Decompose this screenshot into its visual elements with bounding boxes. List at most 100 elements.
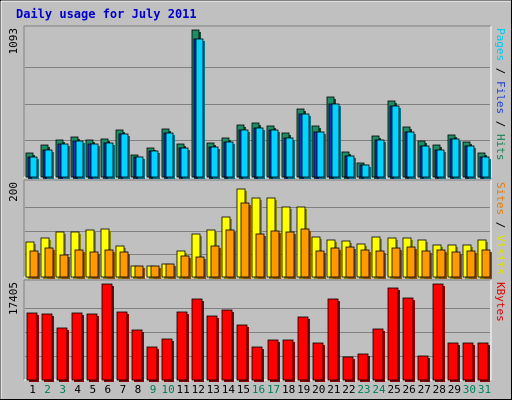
bar-kbytes-day-11 [176,311,189,382]
bar-sites-day-13 [210,245,221,279]
bar-pages-day-11 [180,147,190,179]
bar-pages-day-17 [270,129,280,179]
bar-pages-day-16 [255,127,265,179]
day-label: 3 [59,383,66,396]
bar-pages-day-13 [210,146,220,179]
day-label: 4 [74,383,81,396]
bar-kbytes-day-14 [221,309,234,382]
axis-max-label: 200 [7,182,20,202]
bar-sites-day-11 [180,255,191,279]
bar-kbytes-day-17 [267,339,280,382]
bar-kbytes-day-18 [282,339,295,382]
bar-pages-day-21 [331,103,341,179]
bar-kbytes-day-4 [71,312,84,382]
bar-kbytes-day-8 [131,329,144,382]
day-label: 23 [357,383,370,396]
legend-entry: Sites [494,182,507,215]
bar-kbytes-day-3 [56,327,69,382]
bar-pages-day-6 [105,142,115,179]
bar-pages-day-31 [481,156,491,179]
legend-entry: Pages [494,28,507,61]
bar-pages-day-22 [346,155,356,179]
bar-sites-day-6 [104,249,115,279]
bar-kbytes-day-9 [146,346,159,382]
day-label: 18 [282,383,295,396]
bar-pages-day-14 [225,141,235,179]
day-label: 29 [448,383,461,396]
bar-sites-day-29 [451,251,462,279]
bar-kbytes-day-15 [236,324,249,382]
bar-sites-day-14 [225,229,236,279]
day-label: 20 [312,383,325,396]
bar-sites-day-8 [134,265,145,279]
bar-sites-day-15 [240,202,251,279]
bar-kbytes-day-26 [402,297,415,382]
bar-pages-day-10 [165,132,175,179]
bar-kbytes-day-2 [41,313,54,382]
bar-kbytes-day-16 [251,346,264,382]
bar-pages-day-29 [451,138,461,179]
bar-kbytes-day-21 [327,298,340,382]
day-label: 9 [150,383,157,396]
bar-sites-day-22 [345,246,356,279]
bar-kbytes-day-13 [206,315,219,382]
bar-sites-day-16 [255,233,266,279]
bar-sites-day-3 [59,254,70,279]
day-label: 28 [433,383,446,396]
legend-entry: Hits [494,134,507,161]
day-label: 15 [237,383,250,396]
day-label: 27 [418,383,431,396]
bar-pages-day-26 [406,131,416,179]
day-label: 21 [327,383,340,396]
bar-sites-day-23 [360,249,371,279]
bar-sites-day-21 [330,247,341,279]
bar-sites-day-10 [165,263,176,279]
bar-pages-day-27 [421,145,431,179]
bar-sites-day-27 [421,250,432,279]
bar-kbytes-day-25 [387,287,400,382]
bar-sites-day-30 [466,250,477,279]
bar-kbytes-day-10 [161,338,174,382]
day-label: 19 [297,383,310,396]
day-label: 24 [372,383,386,396]
bar-pages-day-5 [90,143,100,179]
bar-sites-day-18 [285,231,296,279]
bar-kbytes-day-22 [342,356,355,382]
day-label: 14 [222,383,236,396]
bar-pages-day-3 [60,143,70,179]
bar-kbytes-day-24 [372,328,385,382]
legend-entry: / [494,215,507,235]
axis-max-label: 1093 [7,28,20,55]
bar-sites-day-28 [436,249,447,279]
bar-pages-day-7 [120,133,130,179]
bar-sites-day-25 [391,247,402,279]
day-label: 31 [478,383,491,396]
bar-sites-day-26 [406,246,417,279]
bar-sites-day-12 [195,256,206,279]
bar-sites-day-17 [270,230,281,279]
bar-sites-day-24 [375,250,386,279]
bar-sites-day-4 [74,249,85,279]
bar-kbytes-day-1 [26,312,39,382]
bar-pages-day-24 [376,139,386,179]
day-label: 10 [161,383,174,396]
bar-sites-day-2 [44,247,55,279]
bar-pages-day-1 [29,156,39,179]
bar-sites-day-31 [481,249,492,279]
day-label: 25 [387,383,400,396]
bar-pages-day-9 [150,150,160,179]
bar-pages-day-30 [466,145,476,179]
day-label: 13 [207,383,220,396]
legend-entry: / [494,61,507,81]
bar-kbytes-day-30 [462,342,475,382]
bar-kbytes-day-29 [447,342,460,382]
axis-max-label: 17405 [7,282,20,315]
bar-kbytes-day-12 [191,298,204,382]
bar-kbytes-day-23 [357,353,370,382]
day-label: 26 [403,383,416,396]
bar-pages-day-18 [285,137,295,179]
bar-sites-day-1 [29,250,40,279]
day-label: 8 [135,383,142,396]
